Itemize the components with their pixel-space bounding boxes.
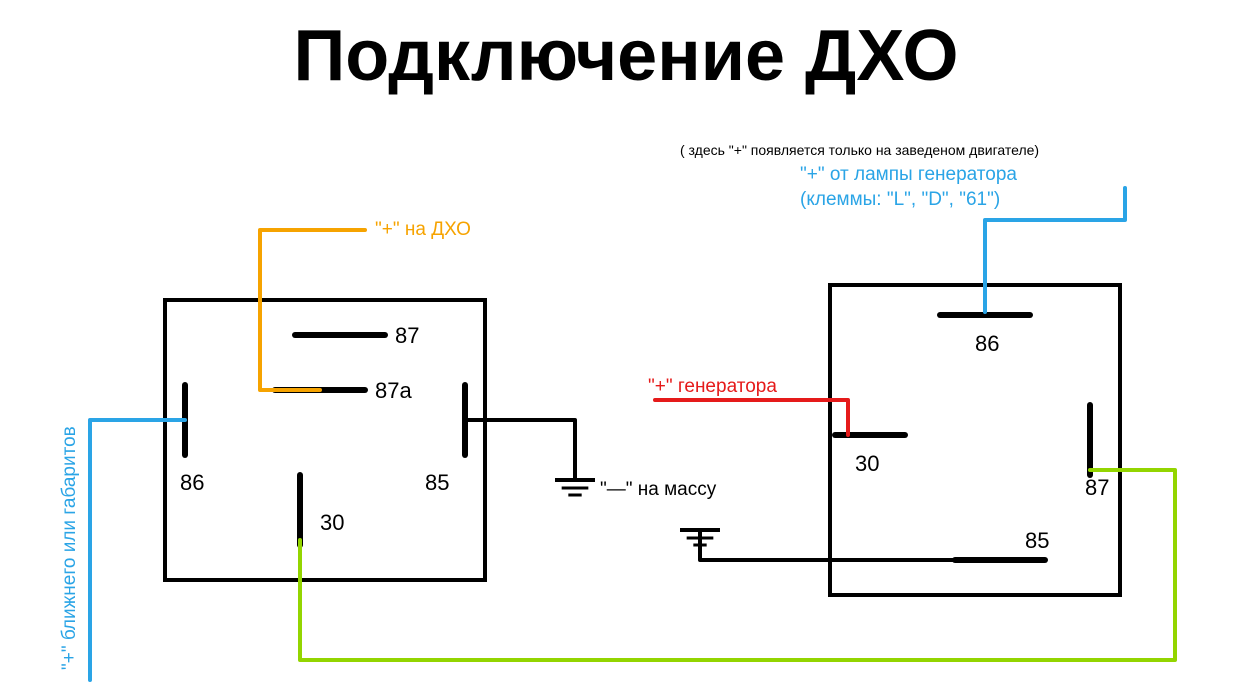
annotation-mass: "—" на массу xyxy=(600,479,717,500)
wire-black_left_ground xyxy=(465,420,575,480)
relay_left-pin-p30-label: 30 xyxy=(320,510,344,535)
annotation-gen_lamp2: (клеммы: "L", "D", "61") xyxy=(800,189,1000,210)
relay_right-pin-p85-label: 85 xyxy=(1025,528,1049,553)
relay_left-pin-p87-label: 87 xyxy=(395,323,419,348)
wire-orange_dho xyxy=(260,230,365,390)
relay_left-pin-p87a-label: 87a xyxy=(375,378,412,403)
relay_left-pin-p85-label: 85 xyxy=(425,470,449,495)
wire-red_gen xyxy=(655,400,848,435)
wire-blue_left xyxy=(90,420,185,680)
relay_left-pin-p86-label: 86 xyxy=(180,470,204,495)
wire-green_link xyxy=(300,470,1175,660)
annotation-engine_note: ( здесь "+" появляется только на заведен… xyxy=(680,142,1039,158)
relay_right-pin-p87-label: 87 xyxy=(1085,475,1109,500)
relay_right-pin-p30-label: 30 xyxy=(855,451,879,476)
annotation-gen_lamp1: "+" от лампы генератора xyxy=(800,164,1017,185)
annotation-vert_left: "+" ближнего или габаритов xyxy=(59,426,80,670)
wire-black_right_ground_85 xyxy=(700,530,970,560)
diagram-title: Подключение ДХО xyxy=(294,16,959,96)
ground-left-icon xyxy=(555,480,595,495)
wire-blue_gen_lamp xyxy=(985,188,1125,312)
annotation-gen_plus: "+" генератора xyxy=(648,376,777,397)
relay_right-pin-p86-label: 86 xyxy=(975,331,999,356)
relay_left-box xyxy=(165,300,485,580)
annotation-dho: "+" на ДХО xyxy=(375,219,471,240)
